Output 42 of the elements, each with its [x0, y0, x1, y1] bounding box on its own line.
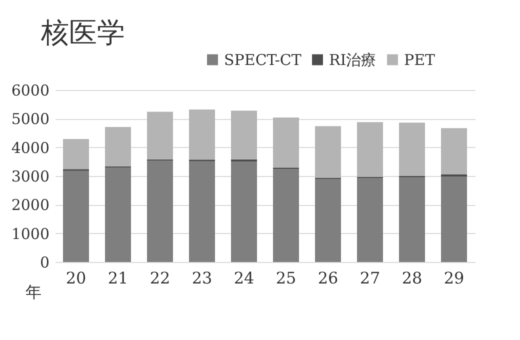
bar [231, 110, 257, 160]
bar [315, 179, 341, 262]
bar [147, 112, 173, 160]
y-tick-label: 1000 [11, 224, 50, 243]
x-tick-label: 23 [192, 268, 212, 288]
bar [231, 162, 257, 262]
y-tick-label: 6000 [11, 82, 50, 100]
legend-label: SPECT-CT [224, 50, 302, 69]
bar [273, 118, 299, 168]
bar [189, 161, 215, 262]
y-tick-label: 3000 [11, 168, 50, 186]
legend-label: RI治療 [329, 50, 376, 69]
bar [189, 109, 215, 160]
legend-label: PET [404, 50, 436, 69]
chart-title: 核医学 [40, 16, 125, 49]
bar [441, 128, 467, 174]
bar [105, 126, 131, 167]
bar [399, 122, 425, 176]
y-tick-label: 2000 [11, 196, 50, 214]
x-tick-label: 25 [276, 268, 296, 288]
x-tick-label: 22 [150, 268, 170, 288]
x-tick-label: 27 [360, 268, 380, 288]
x-tick-label: 20 [66, 268, 86, 288]
bar [63, 170, 89, 262]
bar [273, 169, 299, 262]
bar [63, 139, 89, 170]
y-tick-label: 0 [40, 254, 50, 272]
x-tick-label: 26 [318, 268, 338, 288]
bar [105, 168, 131, 262]
x-axis-title: 年 [26, 282, 42, 302]
bar [441, 176, 467, 262]
x-tick-label: 24 [234, 268, 254, 288]
x-tick-label: 29 [444, 268, 464, 288]
bar [147, 160, 173, 262]
x-tick-label: 28 [402, 268, 422, 288]
bar [357, 178, 383, 262]
y-tick-label: 4000 [11, 138, 50, 157]
bar [399, 177, 425, 262]
x-tick-label: 21 [108, 268, 128, 288]
y-tick-label: 5000 [11, 110, 50, 128]
bar [315, 126, 341, 178]
bar [357, 122, 383, 177]
